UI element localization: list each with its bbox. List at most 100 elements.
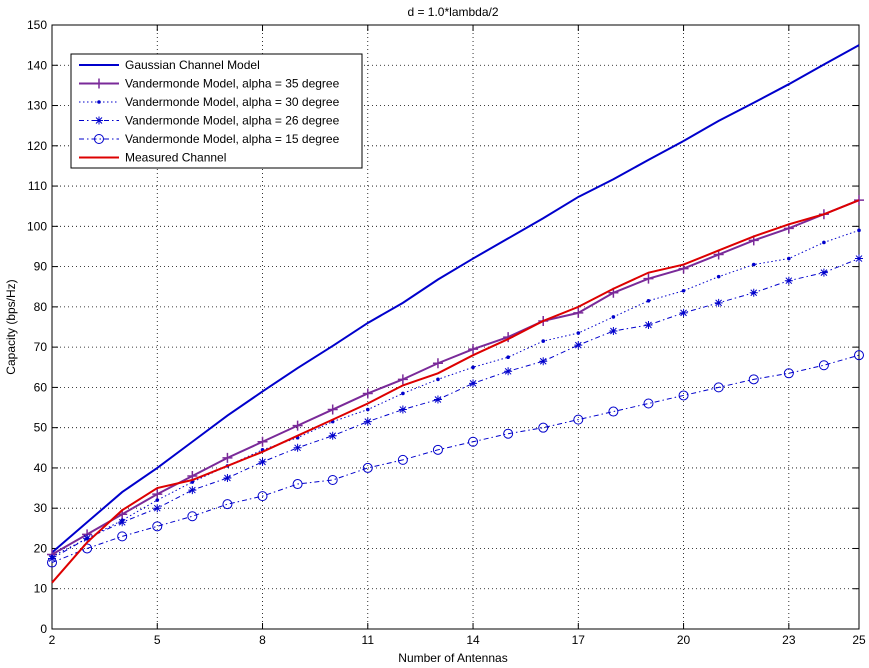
legend-entry: Vandermonde Model, alpha = 35 degree bbox=[79, 77, 340, 91]
legend-label: Vandermonde Model, alpha = 15 degree bbox=[125, 132, 340, 146]
data-point bbox=[327, 404, 338, 415]
y-tick-label: 150 bbox=[27, 18, 47, 32]
x-tick-label: 5 bbox=[154, 633, 161, 647]
plot-area-frame bbox=[51, 24, 860, 630]
data-point bbox=[155, 498, 160, 502]
data-point bbox=[679, 308, 688, 317]
data-point bbox=[539, 357, 548, 366]
data-point bbox=[187, 511, 198, 522]
data-point bbox=[469, 379, 478, 388]
data-point bbox=[643, 273, 654, 284]
legend-label: Vandermonde Model, alpha = 30 degree bbox=[125, 95, 340, 109]
data-point bbox=[468, 344, 479, 355]
legend-entry: Vandermonde Model, alpha = 30 degree bbox=[79, 95, 340, 109]
data-point bbox=[749, 288, 758, 297]
data-point bbox=[611, 315, 616, 319]
y-tick-label: 0 bbox=[40, 622, 47, 636]
series-line bbox=[51, 44, 860, 554]
legend-entry: Vandermonde Model, alpha = 26 degree bbox=[79, 114, 340, 128]
data-point bbox=[854, 350, 864, 361]
data-point bbox=[751, 262, 756, 267]
data-point bbox=[292, 479, 303, 490]
grid bbox=[52, 25, 859, 629]
chart-title: d = 1.0*lambda/2 bbox=[407, 5, 498, 19]
y-tick-label: 50 bbox=[34, 421, 48, 435]
y-tick-label: 130 bbox=[27, 99, 47, 113]
data-point bbox=[257, 491, 268, 502]
data-point bbox=[401, 391, 405, 396]
legend: Gaussian Channel Model Vandermonde Model,… bbox=[70, 53, 363, 169]
y-tick-label: 20 bbox=[34, 541, 48, 555]
data-point bbox=[258, 457, 267, 466]
data-point bbox=[152, 489, 163, 500]
data-point bbox=[787, 256, 791, 261]
y-tick-label: 80 bbox=[34, 300, 48, 314]
data-point bbox=[503, 428, 514, 439]
data-point bbox=[398, 405, 407, 414]
y-tick-label: 60 bbox=[34, 380, 48, 394]
data-point bbox=[783, 368, 794, 379]
legend-box bbox=[70, 53, 363, 169]
legend-label: Measured Channel bbox=[125, 151, 226, 165]
y-tick-label: 10 bbox=[34, 582, 48, 596]
series-vandermonde-model-alpha-15-degree bbox=[47, 350, 864, 568]
legend-label: Vandermonde Model, alpha = 35 degree bbox=[125, 77, 340, 91]
data-point bbox=[855, 254, 863, 263]
data-point bbox=[681, 288, 686, 293]
legend-marker bbox=[95, 116, 103, 125]
data-point bbox=[716, 274, 721, 279]
data-point bbox=[468, 436, 479, 447]
series-measured-channel bbox=[51, 199, 860, 584]
data-point bbox=[257, 436, 268, 447]
data-point bbox=[822, 240, 826, 245]
data-point bbox=[188, 486, 197, 495]
data-point bbox=[506, 355, 510, 360]
y-tick-label: 110 bbox=[28, 179, 47, 193]
data-point bbox=[609, 327, 618, 336]
data-point bbox=[365, 407, 370, 412]
series-line bbox=[51, 354, 860, 564]
data-point bbox=[644, 320, 653, 329]
legend-label: Gaussian Channel Model bbox=[125, 58, 260, 72]
series-line bbox=[51, 199, 860, 556]
series-vandermonde-model-alpha-30-degree bbox=[50, 228, 861, 559]
legend-entry: Vandermonde Model, alpha = 15 degree bbox=[79, 132, 340, 146]
series-line bbox=[51, 258, 860, 559]
x-tick-label: 20 bbox=[677, 633, 691, 647]
data-point bbox=[573, 414, 584, 425]
data-point bbox=[714, 298, 723, 307]
data-point bbox=[362, 462, 373, 473]
x-tick-label: 8 bbox=[259, 633, 266, 647]
legend-label: Vandermonde Model, alpha = 26 degree bbox=[125, 114, 340, 128]
data-point bbox=[47, 557, 57, 568]
data-point bbox=[222, 452, 233, 463]
data-point bbox=[397, 454, 408, 465]
data-point bbox=[328, 431, 337, 440]
y-tick-label: 40 bbox=[34, 461, 48, 475]
data-point bbox=[713, 382, 724, 393]
y-tick-label: 70 bbox=[34, 340, 48, 354]
legend-marker bbox=[97, 100, 101, 104]
series-group bbox=[47, 44, 864, 584]
x-tick-label: 14 bbox=[466, 633, 480, 647]
data-point bbox=[117, 531, 128, 542]
x-axis-label: Number of Antennas bbox=[398, 651, 507, 665]
data-point bbox=[223, 474, 232, 482]
data-point bbox=[608, 406, 619, 417]
data-point bbox=[574, 341, 583, 350]
data-point bbox=[293, 443, 302, 452]
legend-marker bbox=[94, 78, 104, 89]
series-vandermonde-model-alpha-26-degree bbox=[48, 254, 863, 563]
data-point bbox=[222, 499, 233, 510]
data-point bbox=[433, 395, 442, 404]
legend-entry: Gaussian Channel Model bbox=[79, 58, 260, 72]
data-point bbox=[538, 422, 549, 433]
data-point bbox=[327, 475, 338, 486]
y-tick-label: 30 bbox=[34, 501, 48, 515]
data-point bbox=[292, 420, 303, 431]
y-tick-label: 120 bbox=[27, 139, 47, 153]
legend-marker bbox=[94, 134, 104, 144]
data-point bbox=[573, 307, 584, 318]
data-point bbox=[646, 299, 651, 303]
